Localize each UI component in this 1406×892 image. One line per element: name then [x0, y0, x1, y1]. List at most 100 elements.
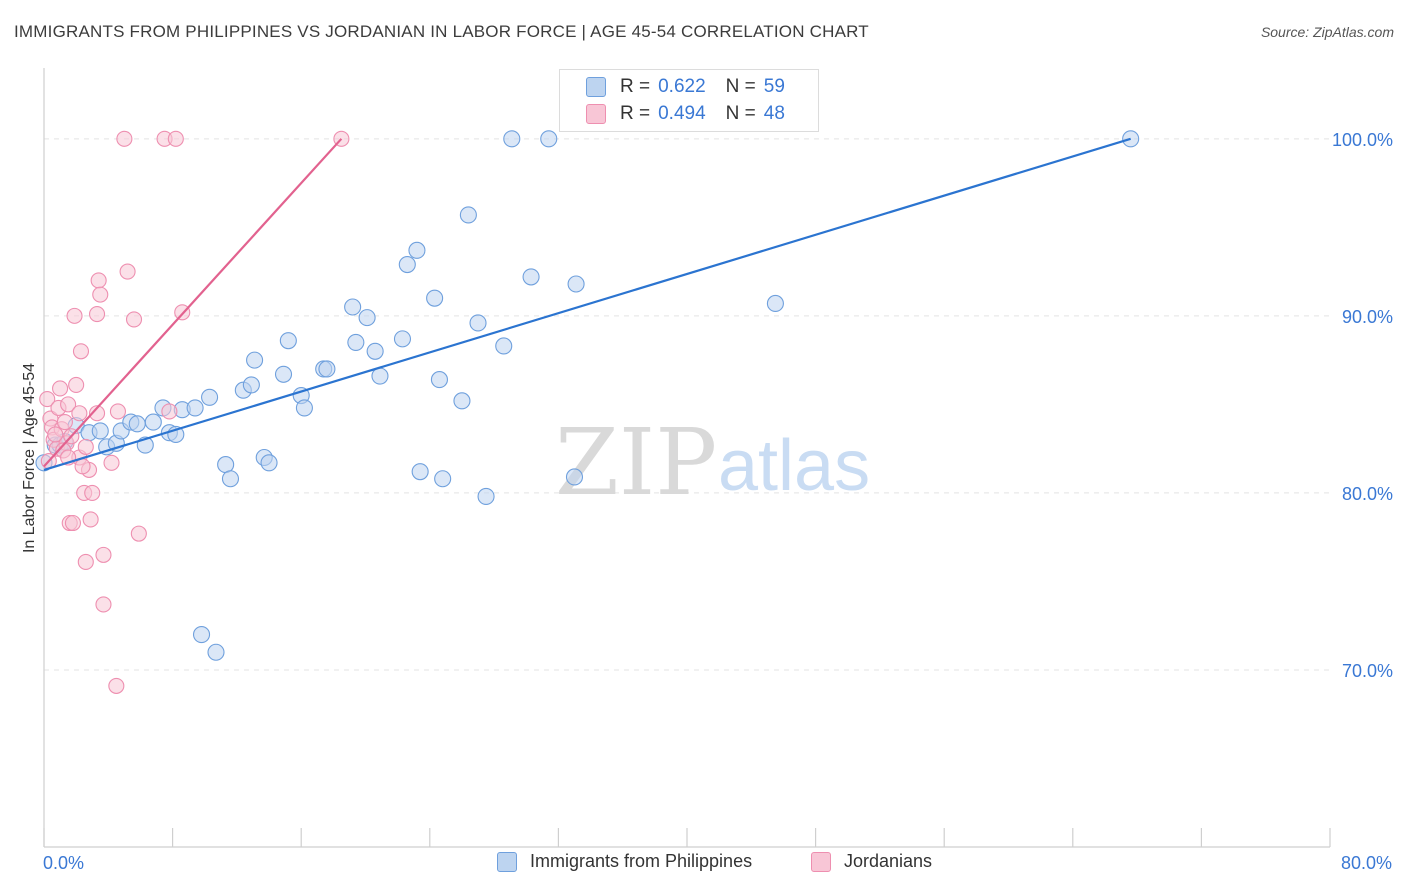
point-philippines: [217, 456, 235, 474]
series-swatch-philippines: [497, 851, 517, 872]
legend-n-value-jordanians: 48: [763, 103, 785, 124]
point-jordanians: [39, 391, 56, 408]
trend-line-jordanians: [43, 138, 343, 468]
point-jordanians: [77, 438, 94, 455]
x-tick-label-min: 0.0%: [43, 853, 84, 873]
correlation-legend: R = 0.622 N = 59 R = 0.494 N = 48: [559, 69, 819, 132]
point-philippines: [246, 351, 264, 369]
series-name-philippines: Immigrants from Philippines: [530, 851, 753, 871]
point-jordanians: [66, 307, 83, 324]
point-jordanians: [77, 553, 94, 571]
point-jordanians: [116, 130, 133, 147]
legend-r-value-philippines: 0.622: [658, 76, 706, 97]
point-philippines: [358, 309, 376, 327]
point-philippines: [469, 314, 487, 332]
point-jordanians: [82, 511, 99, 528]
point-philippines: [128, 415, 146, 433]
point-jordanians: [108, 677, 125, 694]
point-philippines: [459, 206, 477, 224]
legend-r-label: R =: [620, 103, 651, 124]
point-philippines: [434, 470, 452, 488]
point-philippines: [565, 468, 584, 486]
data-points: [35, 130, 1140, 694]
y-tick-label: 70.0%: [1342, 661, 1393, 681]
point-philippines: [91, 422, 109, 440]
point-jordanians: [88, 405, 106, 422]
point-jordanians: [161, 403, 178, 420]
series-legend-jordanians[interactable]: Jordanians: [811, 851, 932, 872]
point-jordanians: [90, 272, 107, 289]
y-tick-label: 90.0%: [1342, 307, 1393, 327]
series-name-jordanians: Jordanians: [844, 851, 933, 871]
legend-row-philippines: R = 0.622 N = 59: [586, 75, 785, 99]
point-philippines: [274, 365, 293, 383]
point-jordanians: [72, 343, 90, 360]
watermark-zip: ZIP: [555, 409, 717, 516]
point-philippines: [144, 413, 162, 431]
point-philippines: [393, 330, 412, 348]
y-tick-label: 100.0%: [1332, 130, 1393, 150]
point-philippines: [540, 130, 558, 148]
trend-lines: [43, 137, 1131, 471]
y-tick-labels: 70.0% 80.0% 90.0% 100.0%: [1332, 130, 1393, 681]
chart-title: IMMIGRANTS FROM PHILIPPINES VS JORDANIAN…: [14, 22, 869, 41]
point-jordanians: [64, 514, 81, 532]
point-jordanians: [125, 311, 143, 328]
legend-n-label: N =: [725, 76, 756, 97]
point-jordanians: [52, 380, 69, 397]
point-philippines: [371, 367, 389, 385]
point-philippines: [567, 275, 585, 293]
point-philippines: [318, 360, 336, 378]
point-philippines: [430, 371, 448, 389]
point-philippines: [260, 454, 278, 472]
x-tick-label-max: 80.0%: [1341, 853, 1392, 873]
point-philippines: [207, 643, 225, 661]
point-philippines: [766, 294, 784, 313]
legend-swatch-philippines: [586, 77, 606, 97]
point-philippines: [522, 268, 540, 286]
point-philippines: [495, 337, 513, 355]
point-jordanians: [71, 405, 88, 422]
point-jordanians: [130, 525, 147, 542]
point-jordanians: [84, 484, 101, 501]
point-jordanians: [88, 306, 106, 323]
legend-n-value-philippines: 59: [763, 76, 785, 97]
series-swatch-jordanians: [811, 851, 831, 872]
point-philippines: [347, 333, 365, 351]
series-legend-philippines[interactable]: Immigrants from Philippines: [497, 851, 752, 872]
point-jordanians: [56, 414, 73, 431]
point-jordanians: [74, 458, 91, 475]
point-philippines: [242, 376, 260, 394]
point-jordanians: [60, 396, 77, 413]
point-jordanians: [119, 263, 136, 280]
point-jordanians: [95, 596, 112, 613]
point-jordanians: [109, 403, 126, 420]
gridlines: [44, 138, 1330, 671]
point-philippines: [453, 392, 471, 410]
legend-row-jordanians: R = 0.494 N = 48: [586, 102, 785, 126]
trend-line-philippines: [43, 137, 1131, 471]
point-philippines: [408, 241, 426, 259]
point-philippines: [186, 399, 204, 417]
point-philippines: [295, 399, 313, 417]
point-philippines: [366, 342, 384, 360]
point-philippines: [426, 289, 444, 307]
point-philippines: [411, 463, 429, 481]
series-points-0: [35, 130, 1140, 661]
watermark-atlas: atlas: [718, 426, 870, 506]
legend-n-label: N =: [725, 103, 756, 124]
point-jordanians: [68, 376, 85, 393]
legend-r-label: R =: [620, 76, 651, 97]
series-points-1: [39, 130, 350, 694]
source-label: Source: ZipAtlas.com: [1260, 24, 1394, 40]
point-philippines: [344, 298, 362, 316]
x-ticks: [43, 828, 1331, 847]
point-philippines: [192, 625, 211, 644]
point-philippines: [201, 388, 219, 406]
point-philippines: [477, 487, 495, 506]
point-jordanians: [47, 426, 64, 443]
series-legend: Immigrants from Philippines Jordanians: [0, 851, 1406, 877]
point-jordanians: [92, 286, 109, 303]
point-jordanians: [167, 130, 184, 147]
point-philippines: [398, 255, 416, 274]
